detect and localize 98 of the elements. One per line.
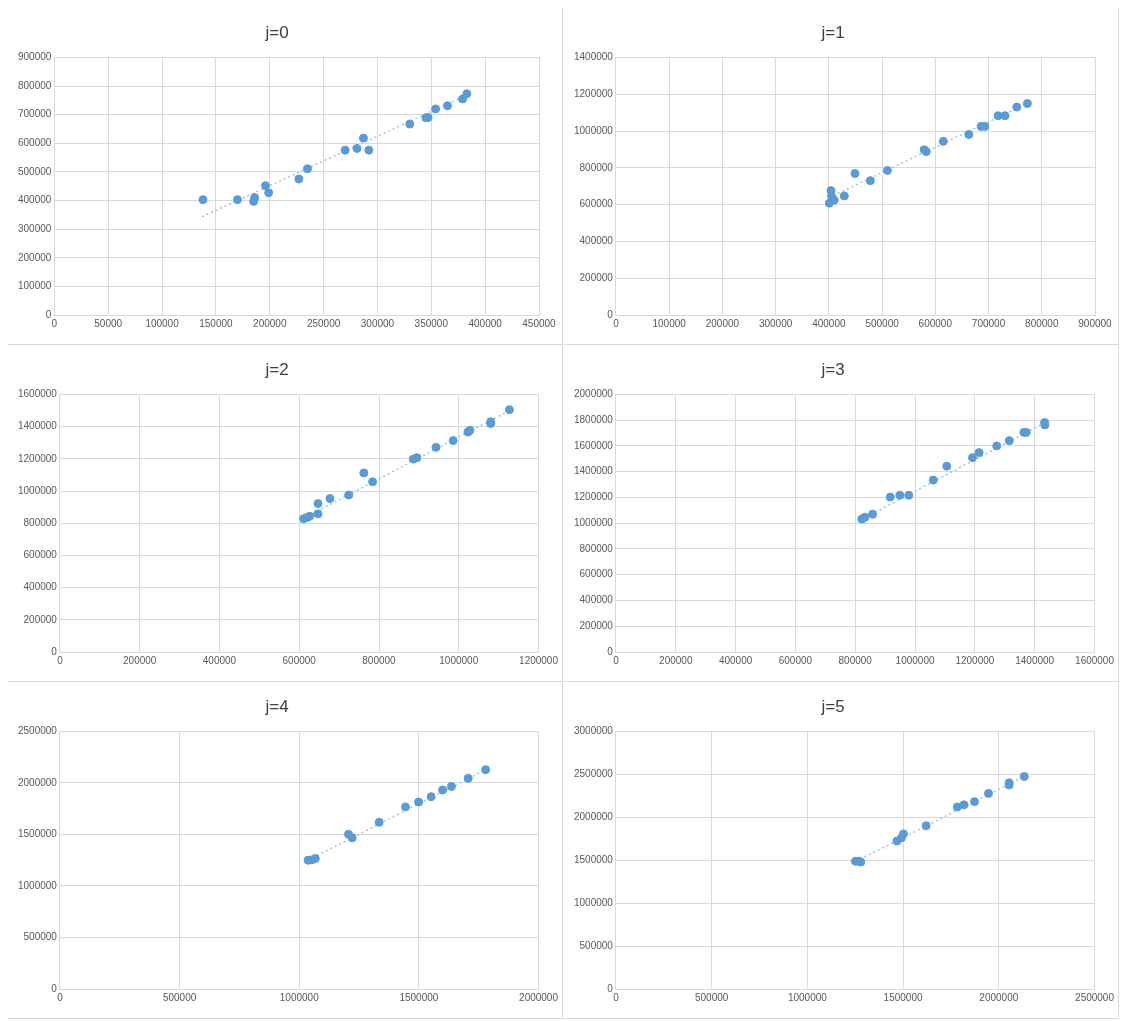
y-tick-label: 0 [45, 308, 52, 320]
x-tick-label: 100000 [652, 317, 687, 329]
y-tick-label: 300000 [17, 222, 52, 234]
y-tick-label: 1800000 [573, 413, 614, 425]
y-tick-label: 0 [607, 645, 614, 657]
y-tick-label: 100000 [17, 280, 52, 292]
x-tick-label: 200000 [705, 317, 740, 329]
y-tick-label: 1000000 [573, 896, 614, 908]
y-tick-label: 500000 [17, 165, 52, 177]
y-tick-label: 2500000 [17, 725, 58, 737]
y-tick-label: 200000 [17, 251, 52, 263]
y-tick-label: 3000000 [573, 725, 614, 737]
x-tick-label: 1200000 [519, 654, 559, 666]
y-tick-label: 1500000 [17, 828, 58, 840]
y-tick-label: 0 [51, 982, 58, 994]
x-tick-label: 400000 [718, 654, 753, 666]
x-tick-label: 700000 [971, 317, 1006, 329]
y-tick-label: 2000000 [573, 811, 614, 823]
x-tick-label: 350000 [414, 317, 449, 329]
x-tick-label: 100000 [145, 317, 180, 329]
x-tick-label: 1000000 [895, 654, 935, 666]
x-tick-label: 400000 [202, 654, 237, 666]
chart-title: j=3 [820, 359, 845, 379]
x-tick-label: 400000 [812, 317, 846, 329]
y-tick-label: 800000 [579, 161, 614, 173]
y-tick-label: 2000000 [17, 776, 58, 788]
x-tick-label: 800000 [1025, 317, 1059, 329]
x-tick-label: 500000 [162, 991, 197, 1003]
x-tick-label: 200000 [659, 654, 693, 666]
y-tick-label: 500000 [23, 931, 58, 943]
y-tick-label: 200000 [579, 271, 614, 283]
x-tick-label: 400000 [468, 317, 503, 329]
x-tick-label: 150000 [199, 317, 234, 329]
x-tick-label: 1600000 [1075, 654, 1115, 666]
x-tick-label: 900000 [1078, 317, 1113, 329]
y-tick-label: 1000000 [573, 124, 614, 136]
y-tick-label: 1200000 [573, 87, 614, 99]
y-tick-label: 800000 [23, 516, 58, 528]
y-tick-label: 500000 [579, 939, 614, 951]
y-tick-label: 1000000 [17, 879, 58, 891]
x-tick-label: 1400000 [1015, 654, 1055, 666]
y-tick-label: 400000 [23, 581, 58, 593]
y-tick-label: 1400000 [573, 51, 614, 63]
y-tick-label: 2500000 [573, 768, 614, 780]
y-tick-label: 0 [607, 308, 614, 320]
y-tick-label: 1400000 [17, 420, 58, 432]
y-tick-label: 400000 [579, 594, 614, 606]
y-tick-label: 1500000 [573, 853, 614, 865]
y-tick-label: 200000 [23, 613, 58, 625]
x-tick-label: 500000 [694, 991, 729, 1003]
x-tick-label: 200000 [253, 317, 287, 329]
y-tick-label: 600000 [579, 568, 614, 580]
y-tick-label: 200000 [579, 619, 614, 631]
x-tick-label: 800000 [362, 654, 397, 666]
x-tick-label: 300000 [360, 317, 395, 329]
chart-title: j=0 [264, 22, 289, 42]
y-tick-label: 600000 [23, 549, 58, 561]
chart-title: j=1 [820, 22, 845, 42]
y-tick-label: 800000 [17, 79, 52, 91]
x-tick-label: 2000000 [519, 991, 559, 1003]
x-tick-label: 200000 [123, 654, 157, 666]
x-tick-label: 1200000 [955, 654, 995, 666]
x-tick-label: 1000000 [279, 991, 320, 1003]
chart-title: j=2 [264, 359, 289, 379]
x-tick-label: 450000 [522, 317, 557, 329]
x-tick-label: 1000000 [439, 654, 479, 666]
x-tick-label: 2000000 [979, 991, 1019, 1003]
x-tick-label: 300000 [758, 317, 793, 329]
y-tick-label: 1200000 [17, 452, 58, 464]
y-tick-label: 900000 [17, 51, 52, 63]
x-tick-label: 800000 [838, 654, 873, 666]
y-tick-label: 700000 [17, 108, 52, 120]
x-tick-label: 250000 [306, 317, 341, 329]
x-tick-label: 1500000 [883, 991, 923, 1003]
x-tick-label: 600000 [778, 654, 813, 666]
y-tick-label: 0 [607, 982, 614, 994]
y-tick-label: 600000 [579, 198, 614, 210]
chart-title: j=4 [264, 696, 289, 716]
y-tick-label: 1400000 [573, 465, 614, 477]
y-tick-label: 800000 [579, 542, 614, 554]
x-tick-label: 1000000 [787, 991, 828, 1003]
y-tick-label: 400000 [17, 194, 52, 206]
x-tick-label: 2500000 [1075, 991, 1115, 1003]
y-tick-label: 1000000 [17, 484, 58, 496]
y-tick-label: 1600000 [17, 388, 58, 400]
x-tick-label: 500000 [865, 317, 900, 329]
chart-title: j=5 [820, 696, 845, 716]
x-tick-label: 50000 [94, 317, 123, 329]
y-tick-label: 1200000 [573, 491, 614, 503]
y-tick-label: 0 [51, 645, 58, 657]
x-tick-label: 1500000 [399, 991, 439, 1003]
x-tick-label: 600000 [282, 654, 317, 666]
y-tick-label: 600000 [17, 137, 52, 149]
y-tick-label: 2000000 [573, 388, 614, 400]
x-tick-label: 600000 [918, 317, 953, 329]
y-tick-label: 1000000 [573, 516, 614, 528]
y-tick-label: 1600000 [573, 439, 614, 451]
y-tick-label: 400000 [579, 235, 614, 247]
